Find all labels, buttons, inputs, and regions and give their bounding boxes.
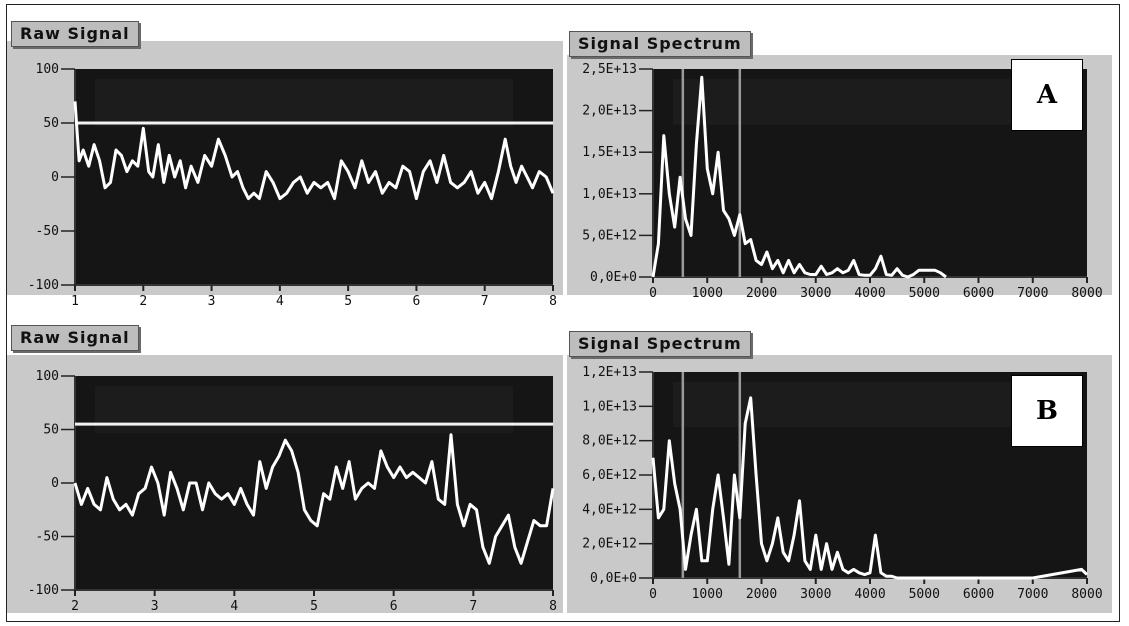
plot-texture	[673, 79, 1047, 125]
x-tick-label: 7000	[1017, 286, 1048, 301]
x-tick-label: 8	[549, 294, 557, 305]
y-tick-label: 0	[51, 476, 59, 491]
x-tick-label: 6000	[963, 286, 994, 301]
plot-texture	[673, 382, 1047, 428]
panel-label-b: B	[1011, 375, 1083, 447]
raw-signal-title-b: Raw Signal	[11, 325, 139, 351]
y-tick-label: 2,0E+13	[582, 104, 637, 119]
x-tick-label: 4	[230, 599, 238, 614]
spectrum-title-b: Signal Spectrum	[569, 331, 751, 357]
x-tick-label: 5000	[909, 587, 940, 602]
y-tick-label: 2,0E+12	[582, 537, 637, 552]
x-tick-label: 7000	[1017, 587, 1048, 602]
y-tick-label: 6,0E+12	[582, 468, 637, 483]
y-tick-label: 50	[43, 116, 59, 131]
y-tick-label: -50	[36, 224, 59, 239]
raw-signal-chart-a: 100 50 0 -50 -100 1 2 3 4 5 6 7 8	[28, 62, 557, 305]
x-tick-label: 2	[139, 294, 147, 305]
x-tick-label: 3	[151, 599, 159, 614]
raw-signal-chart-b: 100 50 0 -50 -100 2 3 4 5 6 7 8	[28, 369, 557, 614]
x-tick-label: 4000	[854, 587, 885, 602]
y-tick-label: 0	[51, 170, 59, 185]
y-tick-label: 0,0E+0	[590, 571, 637, 586]
x-tick-label: 2000	[746, 286, 777, 301]
x-tick-label: 5	[344, 294, 352, 305]
plot-texture	[95, 386, 513, 434]
x-tick-label: 0	[649, 286, 657, 301]
y-tick-label: 1,0E+13	[582, 187, 637, 202]
x-tick-label: 4	[276, 294, 284, 305]
plot-texture	[95, 79, 513, 127]
x-tick-label: 6	[390, 599, 398, 614]
spectrum-title-a: Signal Spectrum	[569, 31, 751, 57]
x-tick-label: 3000	[800, 286, 831, 301]
x-tick-label: 5	[310, 599, 318, 614]
x-tick-label: 4000	[854, 286, 885, 301]
spectrum-chart-a: 2,5E+13 2,0E+13 1,5E+13 1,0E+13 5,0E+12 0,0E+…	[582, 62, 1102, 301]
x-tick-label: 6000	[963, 587, 994, 602]
y-tick-label: 100	[36, 62, 59, 77]
y-tick-label: -100	[28, 278, 59, 293]
y-tick-label: 4,0E+12	[582, 502, 637, 517]
y-tick-label: -100	[28, 583, 59, 598]
y-tick-label: 1,2E+13	[582, 365, 637, 380]
y-tick-label: 8,0E+12	[582, 434, 637, 449]
x-tick-label: 2000	[746, 587, 777, 602]
y-tick-label: 1,0E+13	[582, 399, 637, 414]
y-tick-label: 5,0E+12	[582, 228, 637, 243]
x-tick-label: 6	[413, 294, 421, 305]
y-tick-label: -50	[36, 530, 59, 545]
x-tick-label: 2	[71, 599, 79, 614]
x-tick-label: 7	[481, 294, 489, 305]
panel-label-a: A	[1011, 59, 1083, 131]
y-tick-label: 1,5E+13	[582, 145, 637, 160]
x-tick-label: 1000	[692, 587, 723, 602]
series-line	[73, 101, 555, 201]
x-tick-label: 7	[469, 599, 477, 614]
series-line	[651, 396, 1089, 580]
series-line	[651, 75, 947, 279]
y-tick-label: 50	[43, 423, 59, 438]
x-tick-label: 3000	[800, 587, 831, 602]
x-tick-label: 3	[208, 294, 216, 305]
raw-signal-title-a: Raw Signal	[11, 21, 139, 47]
x-tick-label: 1	[71, 294, 79, 305]
x-tick-label: 8	[549, 599, 557, 614]
y-tick-label: 0,0E+0	[590, 270, 637, 285]
x-tick-label: 0	[649, 587, 657, 602]
y-tick-label: 100	[36, 369, 59, 384]
x-tick-label: 8000	[1071, 587, 1102, 602]
x-tick-label: 8000	[1071, 286, 1102, 301]
x-tick-label: 5000	[909, 286, 940, 301]
figure-frame: Raw Signal 100 50 0 -50 -100 1 2 3 4 5 6 7 8 Signal …	[6, 4, 1120, 622]
y-tick-label: 2,5E+13	[582, 62, 637, 77]
x-tick-label: 1000	[692, 286, 723, 301]
series-line	[73, 433, 555, 565]
